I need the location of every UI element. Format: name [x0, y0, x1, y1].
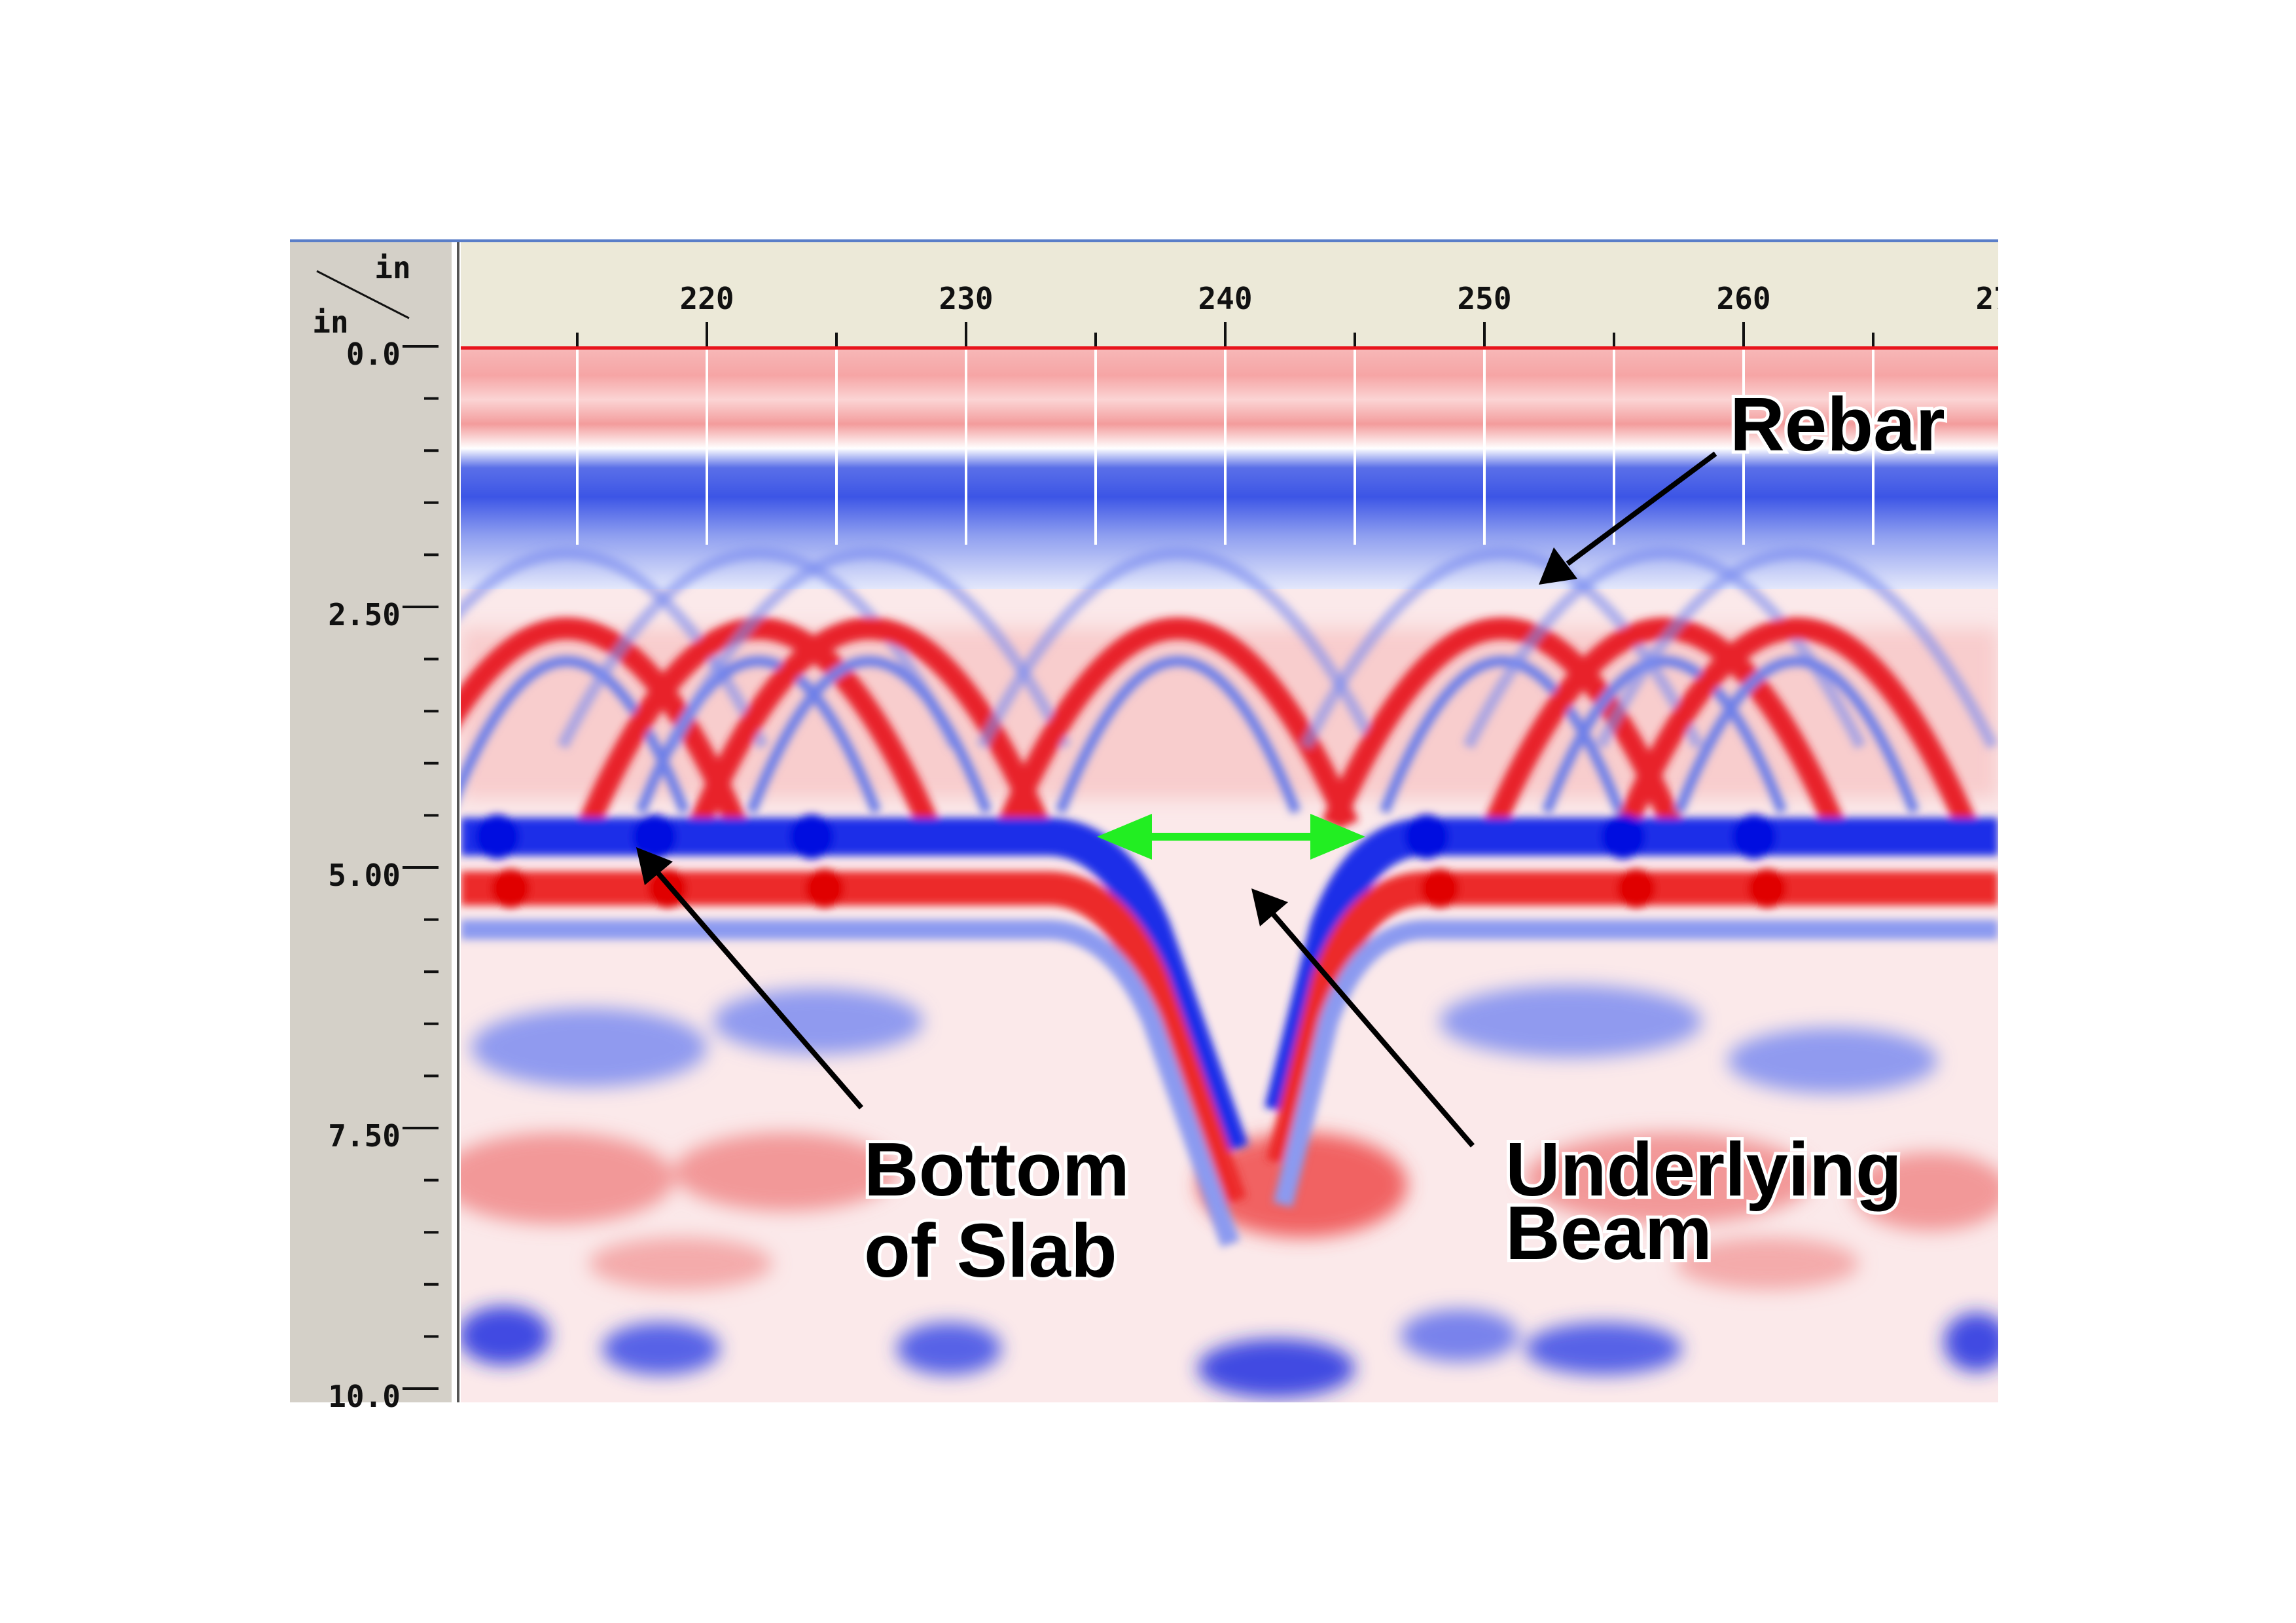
rebar-hyperbola-inner [1055, 656, 1301, 814]
beam-label-line-2: Beam [1505, 1190, 1712, 1275]
surface-bands [461, 346, 1998, 589]
slab-red-spot [1617, 869, 1656, 908]
rebar-arrow-head [1539, 547, 1577, 585]
x-tick-label: 260 [1716, 281, 1770, 316]
depth-tick-label: 5.00 [328, 858, 401, 893]
rebar-hyperbola-outer [1594, 547, 1998, 750]
slab-bright-spot [1405, 814, 1449, 859]
rebar-hyperbola-outer [556, 547, 961, 750]
green-double-arrow [1097, 814, 1365, 860]
x-tick-label: 240 [1198, 281, 1252, 316]
x-tick-label: 250 [1457, 281, 1511, 316]
slab-bright-spot [1601, 814, 1645, 859]
texture-blob [1728, 1028, 1937, 1093]
slab-arrow [655, 871, 864, 1110]
texture-blob [1676, 1237, 1859, 1290]
scan-markers [576, 346, 1874, 545]
x-tick-label: 230 [939, 281, 993, 316]
slab-red-spot [1748, 869, 1787, 908]
rebar-hyperbola-inner [461, 656, 690, 814]
texture-blob [1440, 985, 1702, 1057]
reflection-detail [461, 547, 1998, 1247]
texture-blob [602, 1322, 720, 1375]
x-ruler [461, 242, 1998, 346]
slab-bright-spot [1732, 814, 1776, 859]
slab-arrow-head [636, 847, 673, 885]
texture-blob [1852, 1152, 1998, 1231]
x-ruler-ticks: 220 230 240 250 260 270 [576, 281, 2030, 346]
beam-arrow [1270, 912, 1475, 1148]
slab-bottom-red [461, 871, 1998, 1209]
rebar-hyperbola-inner [746, 656, 992, 814]
x-tick-label: 220 [679, 281, 734, 316]
slab-bright-spot [632, 814, 677, 859]
rebar-hyperbola [997, 617, 1359, 830]
texture-blob [1198, 1339, 1355, 1398]
slab-bright-spot [789, 814, 834, 859]
slab-label-line-2: of Slab [864, 1208, 1117, 1293]
rebar-hyperbola [1321, 617, 1683, 830]
depth-tick-label: 7.50 [328, 1118, 401, 1154]
rebar-hyperbola-inner [1541, 656, 1787, 814]
texture-blob [674, 1133, 897, 1211]
depth-tick-label: 10.0 [328, 1379, 401, 1414]
slab-red-spot [1420, 869, 1460, 908]
beam-label-line-1: Underlying [1505, 1127, 1902, 1212]
depth-ruler-ticks: 0.0 2.50 5.00 7.50 10.0 [328, 337, 439, 1414]
surface-line [461, 346, 1998, 350]
rebar-hyperbola-outer [1462, 547, 1867, 750]
texture-blob [1401, 1309, 1518, 1362]
rebar-hyperbola-inner [1379, 656, 1625, 814]
texture-blob [471, 1008, 707, 1087]
slab-label-line-1: Bottom [864, 1127, 1130, 1212]
x-tick-label: 270 [1975, 281, 2030, 316]
rebar-hyperbola-outer [976, 547, 1380, 750]
rebar-arrow [1566, 451, 1717, 566]
depth-tick-label: 2.50 [328, 597, 401, 632]
slab-red-spot [491, 869, 530, 908]
texture-blob [897, 1322, 1001, 1375]
corner-diagonal [316, 270, 410, 319]
texture-blob [1525, 1133, 1813, 1224]
depth-ruler [290, 242, 452, 1402]
green-arrow-head-left [1097, 814, 1152, 860]
rebar-hyperbola-outer [667, 547, 1071, 750]
texture-blob [461, 1306, 550, 1365]
rebar-hyperbola [1484, 617, 1845, 830]
rebar-hyperbola [578, 617, 939, 830]
beam-arrow-head [1251, 888, 1288, 926]
corner-depth-unit: in [312, 304, 348, 340]
rebar-label: Rebar [1730, 382, 1945, 467]
slab-red-spot [805, 869, 844, 908]
rebar-hyperbola-inner [1674, 656, 1920, 814]
slab-bottom-echo [461, 920, 1998, 1247]
green-arrow-head-right [1310, 814, 1365, 860]
slab-bright-spot [475, 814, 520, 859]
texture-blob [1198, 1133, 1407, 1237]
texture-blob [1944, 1313, 1998, 1372]
callout-arrows [636, 451, 1717, 1148]
texture-blob [713, 989, 923, 1054]
corner-x-unit: in [374, 250, 410, 285]
texture-blob [589, 1237, 772, 1290]
rebar-hyperbola [1616, 617, 1977, 830]
texture-blob [461, 1133, 674, 1224]
texture-blob [1525, 1322, 1682, 1375]
depth-tick-label: 0.0 [346, 337, 401, 372]
radargram [461, 346, 1998, 1402]
rebar-hyperbola-outer [1300, 547, 1704, 750]
